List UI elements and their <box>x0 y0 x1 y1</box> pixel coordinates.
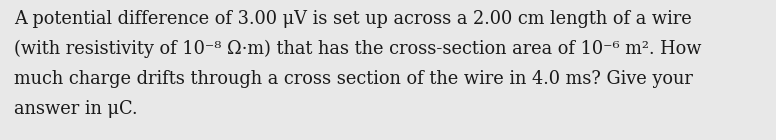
Text: (with resistivity of 10⁻⁸ Ω·m) that has the cross-section area of 10⁻⁶ m². How: (with resistivity of 10⁻⁸ Ω·m) that has … <box>14 40 702 58</box>
Text: A potential difference of 3.00 μV is set up across a 2.00 cm length of a wire: A potential difference of 3.00 μV is set… <box>14 10 691 28</box>
Text: answer in μC.: answer in μC. <box>14 100 137 118</box>
Text: much charge drifts through a cross section of the wire in 4.0 ms? Give your: much charge drifts through a cross secti… <box>14 70 693 88</box>
